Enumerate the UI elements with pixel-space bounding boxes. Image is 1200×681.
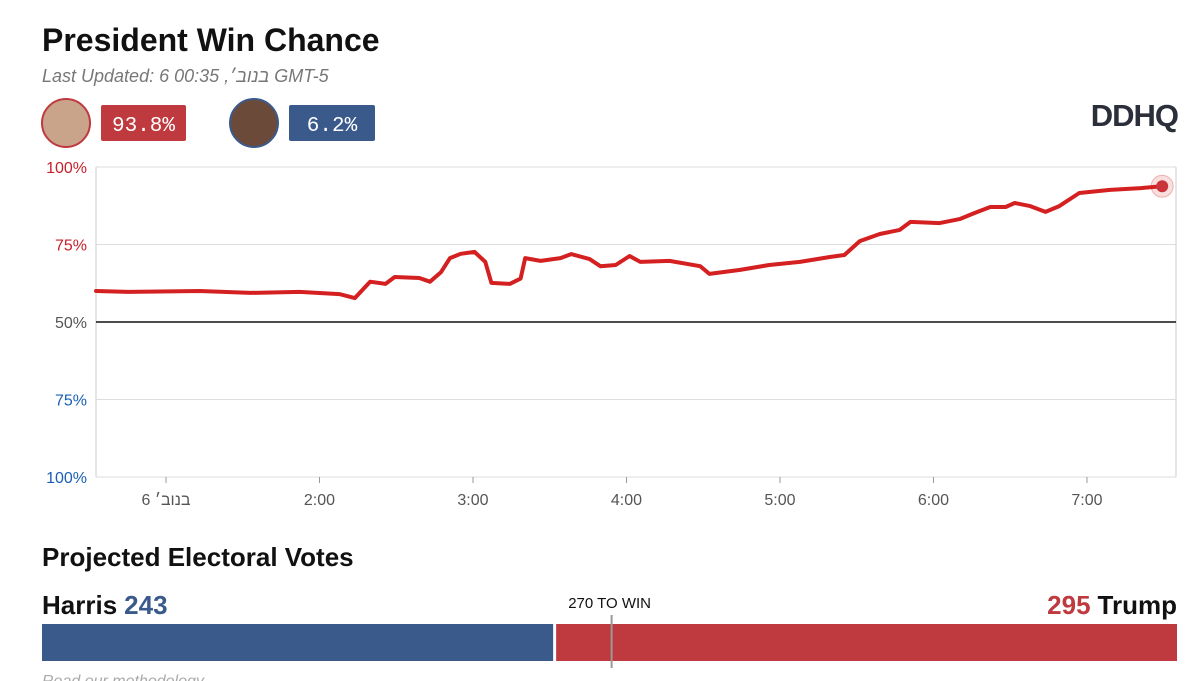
logo: DDHQ: [1091, 98, 1178, 133]
harris-label: Harris 243: [42, 590, 168, 620]
midline-label: 50%: [55, 315, 87, 332]
trump-avatar: [41, 98, 91, 148]
title: President Win Chance: [42, 22, 380, 58]
x-tick-label: 6 בנוב׳: [141, 492, 190, 509]
x-tick-label: 2:00: [304, 492, 335, 509]
x-tick-label: 3:00: [457, 492, 488, 509]
x-tick-label: 7:00: [1071, 492, 1102, 509]
trump-label: 295 Trump: [1047, 590, 1177, 620]
win-line: [94, 184, 1165, 301]
x-tick-label: 5:00: [764, 492, 795, 509]
chance-label: 93.8%: [112, 115, 175, 138]
trump-name: Trump: [1098, 590, 1177, 620]
y-tick-label: 100%: [46, 160, 87, 177]
x-tick-label: 4:00: [611, 492, 642, 509]
chance-label: 6.2%: [307, 115, 358, 138]
trump-votes: 295: [1047, 590, 1090, 620]
chance-box: [101, 105, 186, 141]
x-tick-label: 6:00: [918, 492, 949, 509]
methodology-link[interactable]: Read our methodology: [42, 673, 205, 681]
harris-avatar: [229, 98, 279, 148]
y2-tick-label: 75%: [55, 393, 87, 410]
y2-tick-label: 100%: [46, 470, 87, 487]
y-tick-label: 75%: [55, 238, 87, 255]
end-point: [1156, 180, 1169, 193]
chance-box: [289, 105, 375, 141]
harris-name: Harris: [42, 590, 117, 620]
ev-title: Projected Electoral Votes: [42, 542, 354, 572]
last-updated: Last Updated: 6 בנוב׳, 00:35 GMT-5: [42, 66, 330, 86]
trump-bar: [556, 624, 1177, 661]
harris-bar: [42, 624, 554, 661]
harris-votes: 243: [124, 590, 167, 620]
threshold-label: 270 TO WIN: [568, 595, 651, 612]
